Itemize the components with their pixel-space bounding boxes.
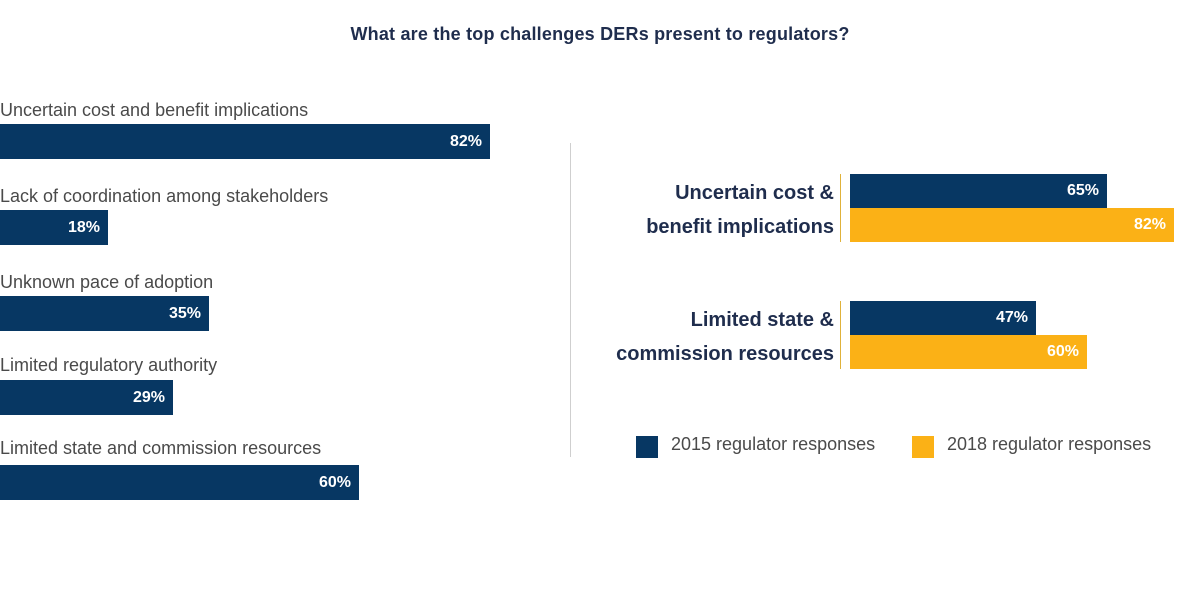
legend-swatch-2018 — [912, 436, 934, 458]
left-bar: 82% — [0, 124, 490, 159]
legend-label-2018: 2018 regulator responses — [947, 434, 1152, 454]
left-category-label: Limited state and commission resources — [0, 438, 322, 458]
right-bar-value-label: 82% — [1133, 216, 1166, 233]
left-bar-value-label: 60% — [318, 473, 351, 491]
right-bar-value-label: 60% — [1046, 343, 1079, 360]
legend-swatch-2015 — [636, 436, 658, 458]
left-bar-value-label: 35% — [168, 304, 201, 322]
chart-title: What are the top challenges DERs present… — [350, 24, 850, 44]
left-category-label: Unknown pace of adoption — [0, 272, 214, 292]
bar-2015: 65% — [850, 174, 1107, 208]
right-bar-value-label: 47% — [995, 309, 1028, 326]
left-bar-value-label: 18% — [67, 218, 100, 236]
right-category-label: Uncertain cost & benefit implications — [646, 182, 834, 238]
category-separator-line — [840, 301, 841, 369]
right-category-label: Limited state & commission resources — [616, 309, 834, 365]
left-bar: 60% — [0, 465, 359, 500]
left-category-label: Lack of coordination among stakeholders — [0, 186, 329, 206]
bar-2018: 60% — [850, 335, 1087, 369]
category-separator-line — [840, 174, 841, 242]
legend-label-2015: 2015 regulator responses — [671, 434, 876, 454]
left-bar-value-label: 82% — [449, 132, 482, 150]
left-bar: 29% — [0, 380, 173, 415]
left-bar-value-label: 29% — [132, 388, 165, 406]
panel-divider — [570, 143, 571, 457]
left-bar: 18% — [0, 210, 108, 245]
bar-2018: 82% — [850, 208, 1174, 242]
bar-2015: 47% — [850, 301, 1036, 335]
left-category-label: Limited regulatory authority — [0, 355, 218, 375]
left-bar: 35% — [0, 296, 209, 331]
right-bar-value-label: 65% — [1066, 182, 1099, 199]
left-category-label: Uncertain cost and benefit implications — [0, 100, 309, 120]
